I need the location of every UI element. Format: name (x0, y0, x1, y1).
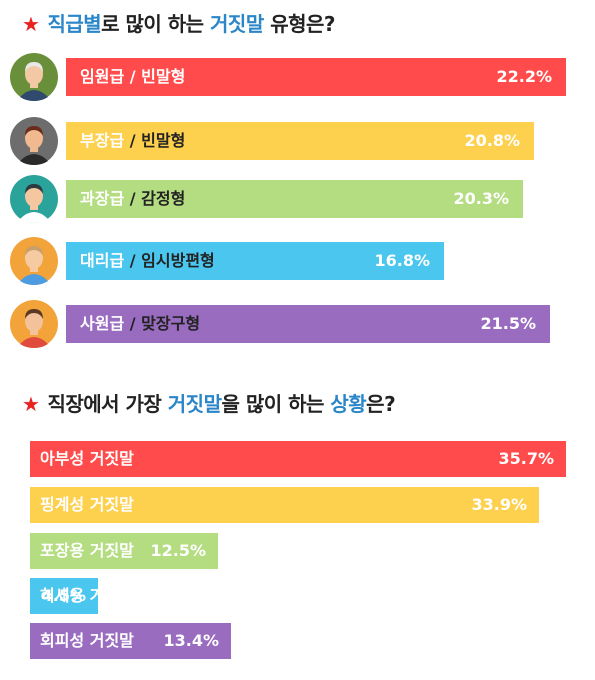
bar-label: 대리급 / 임시방편형 (80, 242, 215, 280)
value-label: 20.8% (464, 131, 520, 150)
value-label: 4.5% (41, 586, 86, 605)
rank-label: 부장급 (80, 131, 125, 150)
avatar-executive-icon (10, 53, 58, 101)
bar-label: 부장급 / 빈말형 (80, 122, 185, 160)
bar: 포장용 거짓말 12.5% (30, 533, 218, 569)
avatar-staff-icon (10, 300, 58, 348)
value-label: 22.2% (496, 67, 552, 86)
category-label: 포장용 거짓말 (40, 541, 134, 560)
value-label: 35.7% (498, 449, 554, 468)
category-label: 아부성 거짓말 (40, 449, 134, 468)
bar: 회피성 거짓말 13.4% (30, 623, 231, 659)
avatar-assistant-manager-icon (10, 237, 58, 285)
rank-label: 과장급 (80, 189, 125, 208)
title-highlight: 상황 (330, 392, 367, 416)
value-label: 21.5% (480, 314, 536, 333)
title-highlight: 거짓말 (167, 392, 222, 416)
title-text: 은? (366, 392, 396, 416)
type-label: / 임시방편형 (124, 251, 215, 270)
bar: 임원급 / 빈말형 22.2% (66, 58, 566, 96)
bar: 사원급 / 맞장구형 21.5% (66, 305, 550, 343)
bar: 과장급 / 감정형 20.3% (66, 180, 523, 218)
chart-title-situation: ★ 직장에서 가장 거짓말을 많이 하는 상황은? (22, 388, 396, 417)
star-icon: ★ (22, 392, 40, 416)
value-label: 33.9% (471, 495, 527, 514)
bar: 허세용 거짓말 4.5% (30, 578, 134, 614)
value-label: 13.4% (163, 631, 219, 650)
chart-title-rank: ★ 직급별로 많이 하는 거짓말 유형은? (22, 8, 336, 37)
title-highlight: 거짓말 (210, 12, 264, 36)
avatar-section-chief-icon (10, 175, 58, 223)
title-highlight: 직급별 (47, 12, 102, 36)
value-label: 12.5% (150, 541, 206, 560)
avatar-manager-icon (10, 117, 58, 165)
rank-label: 임원급 (80, 67, 125, 86)
category-label: 허세용 거짓말 (40, 586, 134, 605)
bar-label: 사원급 / 맞장구형 (80, 305, 200, 343)
value-label: 20.3% (453, 189, 509, 208)
bar: 부장급 / 빈말형 20.8% (66, 122, 534, 160)
star-icon: ★ (22, 12, 40, 36)
type-label: / 빈말형 (124, 67, 186, 86)
title-text: 을 많이 하는 (221, 392, 331, 416)
title-text: 로 많이 하는 (101, 12, 211, 36)
title-text: 유형은? (263, 12, 335, 36)
bar: 핑계성 거짓말 33.9% (30, 487, 539, 523)
category-label: 핑계성 거짓말 (40, 495, 134, 514)
bar: 대리급 / 임시방편형 16.8% (66, 242, 444, 280)
value-label: 16.8% (374, 251, 430, 270)
bar-label: 임원급 / 빈말형 (80, 58, 185, 96)
bar: 아부성 거짓말 35.7% (30, 441, 566, 477)
type-label: / 감정형 (124, 189, 186, 208)
category-label: 회피성 거짓말 (40, 631, 134, 650)
rank-label: 대리급 (80, 251, 125, 270)
title-text: 직장에서 가장 (47, 392, 168, 416)
rank-label: 사원급 (80, 314, 125, 333)
type-label: / 빈말형 (124, 131, 186, 150)
type-label: / 맞장구형 (124, 314, 201, 333)
bar-label: 과장급 / 감정형 (80, 180, 185, 218)
